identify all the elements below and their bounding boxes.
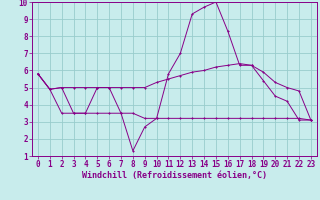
X-axis label: Windchill (Refroidissement éolien,°C): Windchill (Refroidissement éolien,°C) bbox=[82, 171, 267, 180]
